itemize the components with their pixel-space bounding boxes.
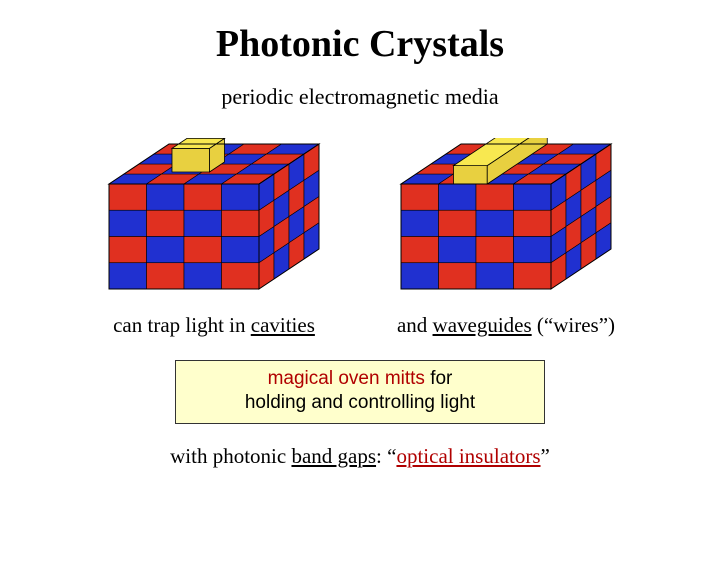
caption-left-underline: cavities — [251, 313, 315, 337]
crystal-waveguide-diagram — [395, 138, 617, 295]
caption-right-underline: waveguides — [433, 313, 532, 337]
caption-left: can trap light in cavities — [113, 313, 315, 338]
callout-line2: holding and controlling light — [245, 392, 475, 413]
caption-left-pre: can trap light in — [113, 313, 251, 337]
figure-row: can trap light in cavities and waveguide… — [0, 138, 720, 338]
footer-mid: : “ — [376, 444, 396, 468]
callout-rest1: for — [425, 368, 452, 389]
page-subtitle: periodic electromagnetic media — [0, 84, 720, 110]
caption-right-post: (“wires”) — [532, 313, 615, 337]
crystal-cavity-diagram — [103, 138, 325, 295]
footer-pre: with photonic — [170, 444, 291, 468]
caption-right-pre: and — [397, 313, 433, 337]
footer-line: with photonic band gaps: “optical insula… — [0, 444, 720, 469]
callout-emphasis: magical oven mitts — [268, 368, 425, 389]
footer-post: ” — [541, 444, 550, 468]
caption-right: and waveguides (“wires”) — [397, 313, 615, 338]
callout-box: magical oven mitts for holding and contr… — [175, 360, 545, 424]
figure-right: and waveguides (“wires”) — [395, 138, 617, 338]
footer-red-underline: optical insulators — [396, 444, 540, 468]
page-title: Photonic Crystals — [0, 22, 720, 66]
figure-left: can trap light in cavities — [103, 138, 325, 338]
footer-underline: band gaps — [291, 444, 376, 468]
